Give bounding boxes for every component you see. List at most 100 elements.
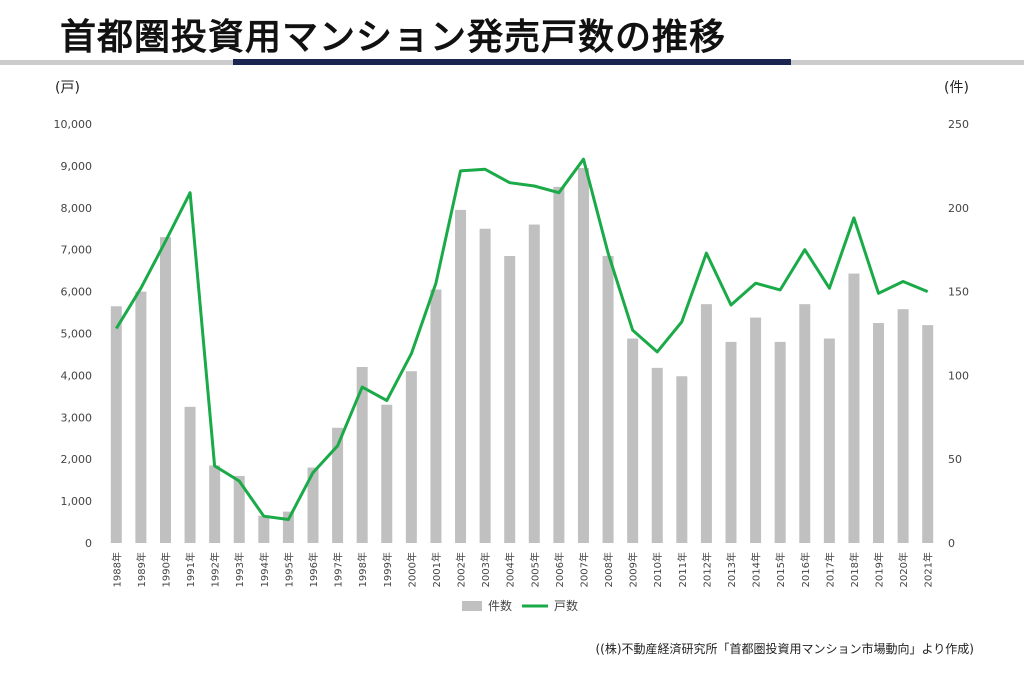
bar bbox=[209, 465, 221, 543]
left-tick-label: 4,000 bbox=[61, 369, 93, 382]
x-tick-label: 1997年 bbox=[332, 552, 345, 587]
left-tick-label: 3,000 bbox=[61, 411, 93, 424]
x-tick-label: 2016年 bbox=[799, 552, 812, 587]
left-tick-label: 0 bbox=[85, 537, 92, 550]
right-tick-label: 250 bbox=[948, 118, 969, 131]
x-tick-label: 2002年 bbox=[455, 552, 468, 587]
bar bbox=[725, 341, 737, 543]
x-axis-labels: 1988年 1989年 1990年 1991年 1992年 1993年 1994年 1995年… bbox=[110, 552, 934, 587]
x-tick-label: 2006年 bbox=[553, 552, 566, 587]
left-tick-label: 2,000 bbox=[61, 453, 93, 466]
x-tick-label: 1996年 bbox=[307, 552, 320, 587]
legend-bar-label: 件数 bbox=[488, 598, 512, 613]
bar bbox=[307, 467, 319, 543]
bar bbox=[159, 237, 171, 543]
x-tick-label: 2005年 bbox=[528, 552, 541, 587]
left-axis-ticks: 0 1,000 2,000 3,000 4,000 5,000 6,000 7,000 8,00… bbox=[54, 118, 93, 550]
bar bbox=[258, 515, 270, 543]
left-tick-label: 8,000 bbox=[61, 202, 93, 215]
bar bbox=[356, 367, 368, 543]
bar bbox=[774, 341, 786, 543]
x-tick-label: 2010年 bbox=[651, 552, 664, 587]
x-tick-label: 2020年 bbox=[897, 552, 910, 587]
x-tick-label: 2015年 bbox=[774, 552, 787, 587]
title-underline-navy bbox=[233, 59, 791, 65]
legend: 件数 戸数 bbox=[462, 598, 578, 613]
left-axis-unit: (戸) bbox=[55, 80, 80, 96]
x-tick-label: 1992年 bbox=[209, 552, 222, 587]
left-tick-label: 9,000 bbox=[61, 160, 93, 173]
left-tick-label: 10,000 bbox=[54, 118, 93, 131]
bar bbox=[602, 255, 614, 544]
bar bbox=[430, 289, 442, 543]
x-tick-label: 1989年 bbox=[135, 552, 148, 587]
x-tick-label: 2007年 bbox=[577, 552, 590, 587]
bar bbox=[381, 404, 393, 543]
bar bbox=[528, 224, 540, 543]
x-tick-label: 2008年 bbox=[602, 552, 615, 587]
page-title: 首都圏投資用マンション発売戸数の推移 bbox=[60, 17, 727, 58]
bar bbox=[823, 338, 835, 543]
left-tick-label: 7,000 bbox=[61, 244, 93, 257]
right-axis-unit: (件) bbox=[944, 80, 969, 96]
bar bbox=[676, 376, 688, 543]
x-tick-label: 2011年 bbox=[676, 552, 689, 587]
x-tick-label: 2014年 bbox=[750, 552, 763, 587]
x-tick-label: 1990年 bbox=[159, 552, 172, 587]
x-tick-label: 2003年 bbox=[479, 552, 492, 587]
bar bbox=[848, 273, 860, 543]
bar bbox=[282, 511, 294, 543]
bar bbox=[922, 325, 934, 543]
x-tick-label: 1994年 bbox=[258, 552, 271, 587]
x-tick-label: 2013年 bbox=[725, 552, 738, 587]
bar bbox=[627, 338, 639, 543]
bar bbox=[405, 371, 417, 543]
bar bbox=[135, 291, 147, 543]
x-tick-label: 2000年 bbox=[405, 552, 418, 587]
x-tick-label: 2018年 bbox=[848, 552, 861, 587]
x-tick-label: 1993年 bbox=[233, 552, 246, 587]
x-tick-label: 2009年 bbox=[627, 552, 640, 587]
bar bbox=[553, 186, 565, 543]
bar bbox=[455, 209, 467, 543]
source-note: ((株)不動産経済研究所「首都圏投資用マンション市場動向」より作成) bbox=[595, 642, 975, 656]
bar bbox=[799, 304, 811, 543]
x-tick-label: 1991年 bbox=[184, 552, 197, 587]
bar bbox=[577, 167, 589, 543]
x-tick-label: 2012年 bbox=[700, 552, 713, 587]
x-tick-label: 1988年 bbox=[110, 552, 123, 587]
bar bbox=[504, 255, 516, 544]
bar bbox=[700, 304, 712, 543]
bar bbox=[897, 309, 909, 543]
line-series bbox=[115, 157, 929, 521]
legend-line-label: 戸数 bbox=[554, 598, 578, 613]
legend-bar-swatch bbox=[462, 601, 482, 611]
right-tick-label: 50 bbox=[948, 453, 962, 466]
x-tick-label: 1995年 bbox=[282, 552, 295, 587]
bar bbox=[110, 306, 122, 543]
bar-series bbox=[110, 167, 934, 544]
left-tick-label: 6,000 bbox=[61, 286, 93, 299]
bar bbox=[750, 317, 762, 543]
x-tick-label: 2017年 bbox=[823, 552, 836, 587]
bar bbox=[651, 367, 663, 543]
bar bbox=[332, 427, 344, 543]
right-tick-label: 100 bbox=[948, 369, 969, 382]
x-tick-label: 1998年 bbox=[356, 552, 369, 587]
x-tick-label: 1999年 bbox=[381, 552, 394, 587]
x-tick-label: 2021年 bbox=[922, 552, 935, 587]
left-tick-label: 5,000 bbox=[61, 328, 93, 341]
bar bbox=[479, 228, 491, 543]
bar bbox=[233, 475, 245, 543]
right-axis-ticks: 0 50 100 150 200 250 bbox=[948, 118, 969, 550]
x-tick-label: 2001年 bbox=[430, 552, 443, 587]
right-tick-label: 150 bbox=[948, 286, 969, 299]
x-tick-label: 2019年 bbox=[873, 552, 886, 587]
x-tick-label: 2004年 bbox=[504, 552, 517, 587]
bar bbox=[184, 406, 196, 543]
right-tick-label: 200 bbox=[948, 202, 969, 215]
bar bbox=[873, 323, 885, 543]
right-tick-label: 0 bbox=[948, 537, 955, 550]
left-tick-label: 1,000 bbox=[61, 495, 93, 508]
